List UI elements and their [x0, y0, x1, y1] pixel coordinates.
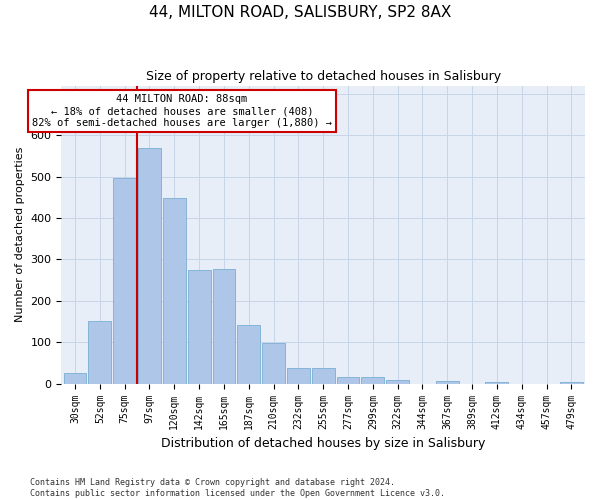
Bar: [113, 178, 136, 384]
Text: Contains HM Land Registry data © Crown copyright and database right 2024.
Contai: Contains HM Land Registry data © Crown c…: [30, 478, 445, 498]
Bar: [88, 321, 111, 384]
Bar: [312, 368, 335, 384]
Y-axis label: Number of detached properties: Number of detached properties: [15, 147, 25, 322]
Bar: [238, 326, 260, 384]
Bar: [386, 380, 409, 384]
Bar: [163, 198, 186, 384]
Bar: [212, 268, 235, 384]
Bar: [138, 148, 161, 384]
Text: 44, MILTON ROAD, SALISBURY, SP2 8AX: 44, MILTON ROAD, SALISBURY, SP2 8AX: [149, 5, 451, 20]
Bar: [188, 270, 211, 384]
Bar: [361, 378, 384, 384]
Bar: [485, 382, 508, 384]
Bar: [262, 343, 285, 384]
Bar: [64, 374, 86, 384]
X-axis label: Distribution of detached houses by size in Salisbury: Distribution of detached houses by size …: [161, 437, 485, 450]
Title: Size of property relative to detached houses in Salisbury: Size of property relative to detached ho…: [146, 70, 501, 83]
Bar: [436, 381, 458, 384]
Text: 44 MILTON ROAD: 88sqm
← 18% of detached houses are smaller (408)
82% of semi-det: 44 MILTON ROAD: 88sqm ← 18% of detached …: [32, 94, 332, 128]
Bar: [337, 378, 359, 384]
Bar: [287, 368, 310, 384]
Bar: [560, 382, 583, 384]
